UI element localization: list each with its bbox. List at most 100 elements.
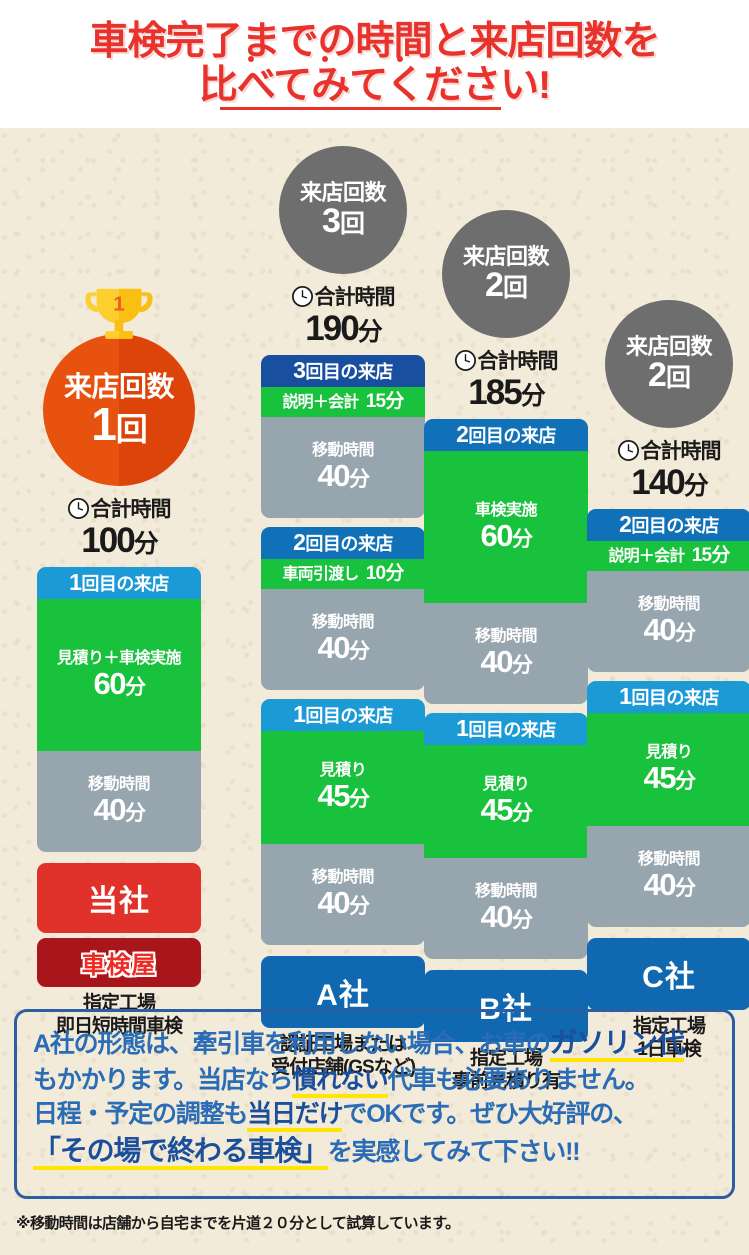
company-footer-ours: 当社車検屋指定工場 即日短時間車検 — [37, 863, 201, 1039]
company-name-bar[interactable]: 車検屋 — [37, 938, 201, 987]
segment-移動時間: 移動時間 40分 — [261, 417, 425, 518]
company-name-bar[interactable]: C社 — [587, 938, 749, 1010]
total-time-value: 185分 — [468, 373, 545, 412]
total-time-b: 合計時間 185分 — [424, 345, 588, 410]
note-line-2: もかかります。当店なら慣れない代車も必要ありません。 — [33, 1063, 716, 1098]
segment-移動時間: 移動時間 40分 — [261, 589, 425, 690]
total-time-a: 合計時間 190分 — [261, 281, 425, 346]
visit-block-c-1: 1回目の来店見積り 45分移動時間 40分 — [587, 681, 749, 927]
visit-block-a-3: 3回目の来店 説明＋会計 15分 移動時間 40分 — [261, 355, 425, 518]
visit-block-header: 1回目の来店 — [37, 567, 201, 599]
comparison-column-a: 来店回数 3回 合計時間 190分 3回目の来店 説明＋会計 15分 移動時間 40分 2回目の… — [261, 146, 425, 1080]
company-description: 指定工場 即日短時間車検 — [55, 993, 183, 1037]
segment-name: 移動時間 — [311, 869, 375, 887]
note-line-3: 日程・予定の調整も当日だけでOKです。ぜひ大好評の、 — [33, 1097, 716, 1133]
segment-name: 移動時間 — [311, 614, 375, 632]
segment-name: 見積り — [645, 744, 693, 762]
segment-移動時間: 移動時間 40分 — [587, 571, 749, 672]
company-footer-a: A社 認証工場または 受付店舗(GSなど) — [261, 956, 425, 1080]
note-highlight-onthespot: 「その場で終わる車検」 — [33, 1134, 329, 1170]
note-highlight-gasoline: ガソリン代 — [549, 1027, 685, 1062]
segment-見積り＋車検実施: 見積り＋車検実施 60分 — [37, 599, 201, 751]
clock-icon — [454, 349, 476, 371]
visit-block-header: 2回目の来店 — [424, 419, 588, 451]
visit-block-header: 1回目の来店 — [261, 699, 425, 731]
comparison-column-ours: 1 来店回数 1回 合計時間 100分 1回目の来店 見積り＋車検実施 60分 移動時間 40分当… — [37, 282, 201, 1039]
segment-移動時間: 移動時間 40分 — [587, 826, 749, 927]
total-time-label: 合計時間 — [90, 498, 172, 521]
company-description: 指定工場 事前見積り有 — [451, 1048, 561, 1092]
title-underline — [219, 107, 501, 111]
visit-count-label: 来店回数 — [299, 180, 387, 206]
segment-minutes: 45分 — [317, 778, 370, 814]
company-description: 指定工場 1日車検 — [632, 1016, 706, 1060]
total-time-value: 100分 — [81, 521, 158, 560]
visit-block-header: 3回目の来店 — [261, 355, 425, 387]
visit-count-badge-a: 来店回数 3回 — [279, 146, 407, 274]
segment-minutes: 40分 — [480, 644, 533, 680]
segment-name: 移動時間 — [637, 596, 701, 614]
visit-block-c-2: 2回目の来店 説明＋会計 15分 移動時間 40分 — [587, 509, 749, 672]
visit-count-label: 来店回数 — [625, 334, 713, 360]
note-line-4: 「その場で終わる車検」を実感してみて下さい!! — [33, 1132, 716, 1171]
company-name-bar[interactable]: B社 — [424, 970, 588, 1042]
note-highlight-sameday: 当日だけ — [247, 1100, 344, 1133]
visit-block-header: 1回目の来店 — [587, 681, 749, 713]
segment-minutes: 45分 — [643, 760, 696, 796]
segment-name: 見積り — [319, 762, 367, 780]
segment-minutes: 60分 — [480, 517, 533, 553]
comparison-panel: 1 来店回数 1回 合計時間 100分 1回目の来店 見積り＋車検実施 60分 移動時間 40分当… — [0, 128, 749, 1255]
total-time-label: 合計時間 — [477, 350, 559, 373]
note-box: A社の形態は、牽引車を利用しない場合、お車のガソリン代 もかかります。当店なら慣… — [14, 1009, 735, 1199]
segment-minutes: 40分 — [480, 899, 533, 935]
segment-移動時間: 移動時間 40分 — [261, 844, 425, 945]
segment-minutes: 40分 — [317, 630, 370, 666]
title-line-1: 車検完了までの時間と来店回数を — [89, 19, 660, 63]
segment-説明＋会計: 説明＋会計 15分 — [587, 541, 749, 571]
segment-minutes: 40分 — [643, 612, 696, 648]
title-emphasis-dots — [248, 56, 403, 62]
segment-見積り: 見積り 45分 — [424, 745, 588, 858]
visit-count-value: 1回 — [91, 398, 148, 451]
title-line-2: 比べてみてください! — [198, 64, 551, 107]
company-name-bar[interactable]: 当社 — [37, 863, 201, 933]
visit-count-badge-ours: 来店回数 1回 — [43, 334, 195, 486]
segment-車両引渡し: 車両引渡し 10分 — [261, 559, 425, 589]
segment-name: 移動時間 — [474, 628, 538, 646]
note-line-1: A社の形態は、牽引車を利用しない場合、お車のガソリン代 — [33, 1024, 716, 1063]
visit-count-label: 来店回数 — [462, 244, 550, 270]
segment-minutes: 40分 — [93, 792, 146, 828]
total-time-value: 190分 — [305, 309, 382, 348]
visit-block-header: 2回目の来店 — [587, 509, 749, 541]
visit-count-badge-c: 来店回数 2回 — [605, 300, 733, 428]
clock-icon — [67, 497, 89, 519]
segment-name: 見積り — [482, 776, 530, 794]
segment-minutes: 40分 — [317, 885, 370, 921]
segment-移動時間: 移動時間 40分 — [37, 751, 201, 852]
total-time-label: 合計時間 — [640, 440, 722, 463]
visit-block-a-2: 2回目の来店 車両引渡し 10分 移動時間 40分 — [261, 527, 425, 690]
visit-block-b-2: 2回目の来店 車検実施 60分 移動時間 40分 — [424, 419, 588, 704]
page-title: 車検完了までの時間と来店回数を 比べてみてください! — [0, 0, 749, 128]
total-time-label: 合計時間 — [314, 286, 396, 309]
total-time-ours: 合計時間 100分 — [37, 493, 201, 558]
comparison-column-b: 来店回数 2回 合計時間 185分 2回目の来店 車検実施 60分 移動時間 40分 1回目の来店… — [424, 210, 588, 1094]
visit-count-badge-b: 来店回数 2回 — [442, 210, 570, 338]
visit-block-a-1: 1回目の来店見積り 45分移動時間 40分 — [261, 699, 425, 945]
svg-text:1: 1 — [113, 292, 125, 315]
segment-minutes: 45分 — [480, 792, 533, 828]
segment-車検実施: 車検実施 60分 — [424, 451, 588, 603]
segment-name: 見積り＋車検実施 — [56, 649, 182, 667]
segment-name: 移動時間 — [311, 442, 375, 460]
segment-name: 車検実施 — [474, 501, 538, 519]
segment-name: 移動時間 — [637, 851, 701, 869]
segment-移動時間: 移動時間 40分 — [424, 603, 588, 704]
visit-block-header: 2回目の来店 — [261, 527, 425, 559]
total-time-value: 140分 — [631, 463, 708, 502]
total-time-c: 合計時間 140分 — [587, 435, 749, 500]
company-name-bar[interactable]: A社 — [261, 956, 425, 1028]
visit-count-value: 2回 — [648, 356, 691, 395]
segment-name: 移動時間 — [87, 776, 151, 794]
note-highlight-unfamiliar: 慣れない — [292, 1065, 389, 1098]
segment-minutes: 60分 — [93, 665, 146, 701]
